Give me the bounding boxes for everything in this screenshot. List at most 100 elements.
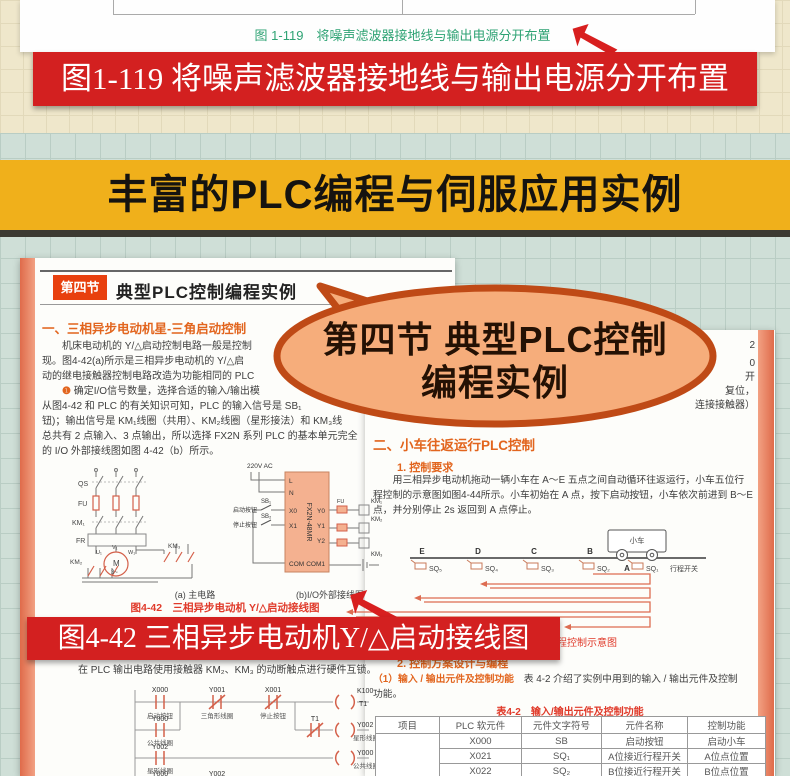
label-v1: V₁	[112, 545, 118, 551]
label-sb1: SB₁	[261, 499, 271, 505]
inline-heading: （1）输入 / 输出元件及控制功能	[373, 674, 514, 685]
table-rule-vertical	[113, 0, 114, 14]
switch-sq3: SQ₃	[541, 566, 554, 573]
text-fragment: 确定I/O信号数量，选择合适的输入/输出模	[70, 386, 260, 397]
occluded-text-fragments: 2 0 开 复位， 连接接触器）	[690, 338, 755, 412]
cell: B位点位置	[687, 763, 766, 776]
text-line: 从图4-42 和 PLC 的有关知识可知，PLC 的输入信号是 SB₁	[42, 401, 302, 412]
ladder-diagram: X000 Y001 X001 Y000 T1 Y002 Y000 Y002 启动…	[134, 687, 379, 776]
label-stop-button: 停止按钮	[233, 521, 257, 529]
label-out-fu: FU	[337, 499, 344, 505]
cell: A位点位置	[687, 748, 766, 764]
numbered-bullet-icon: ❶	[62, 386, 71, 397]
right-page-edge	[758, 330, 774, 776]
switch-sq4: SQ₄	[485, 566, 498, 573]
ladder-y001-name: 三角形线圈	[201, 711, 234, 720]
table-row: X000 SB 启动按钮 启动小车	[375, 733, 766, 776]
ladder-k100: K100	[357, 688, 373, 695]
cell: X000	[439, 733, 522, 749]
text-fragment: 连接接触器）	[695, 400, 755, 411]
subfigure-b-caption: (b)I/O外部接线图	[295, 590, 364, 600]
speech-bubble-body	[273, 284, 717, 428]
switch-sq2: SQ₂	[597, 566, 610, 573]
pin-y2: Y2	[317, 538, 325, 545]
cell: X021	[439, 748, 522, 764]
speech-bubble-text: 第四节 典型PLC控制 编程实例	[280, 318, 710, 404]
table-row: X022 SQ₂ B位接近行程开关 B位点位置	[376, 763, 766, 776]
cell: B位接近行程开关	[601, 763, 688, 776]
ladder-row4-y000: Y000	[152, 771, 168, 776]
position-d: D	[475, 547, 481, 556]
label-out-km2: KM₂	[371, 517, 383, 523]
chapter-rule-bottom	[40, 304, 452, 305]
table-header-row: 项目 PLC 软元件 元件文字符号 元件名称 控制功能	[375, 716, 766, 734]
section-title: 丰富的PLC编程与伺服应用实例	[107, 173, 683, 217]
plc-block	[284, 471, 330, 573]
limit-switch-label: 行程开关	[670, 564, 698, 573]
table-rule-horizontal	[113, 14, 695, 15]
banner-figure-1-119: 图1-119 将噪声滤波器接地线与输出电源分开布置	[33, 52, 757, 106]
label-fu: FU	[78, 501, 87, 508]
text-fragment: 0	[749, 358, 755, 369]
ladder-y000: Y000	[152, 716, 168, 723]
plc-model-label: FX2N-48MR	[305, 503, 312, 542]
ladder-x001: X001	[265, 687, 281, 694]
pin-n: N	[289, 490, 294, 497]
ladder-y000-coil-name: 公共线圈	[353, 761, 379, 770]
col-header: 元件文字符号	[521, 716, 602, 734]
cart-body	[607, 529, 667, 553]
subheading-control-scheme: 2. 控制方案设计与编程	[397, 658, 509, 670]
left-paragraph-1: 机床电动机的 Y/△启动控制电路一般是控制 现。图4-42(a)所示是三相异步电…	[42, 339, 454, 459]
subfigure-a-caption: (a) 主电路	[174, 590, 216, 600]
ladder-y000-name: 公共线圈	[147, 738, 173, 747]
position-b: B	[587, 547, 593, 556]
cell: SQ₂	[521, 763, 602, 776]
cell: SQ₁	[521, 748, 602, 764]
cart-travel-diagram: 小车 E D C B A SQ₅ SQ₄ SQ₃ SQ₂ SQ₁ 行程开关	[410, 529, 706, 573]
heading-cart-plc-control: 二、小车往返运行PLC控制	[373, 438, 535, 453]
label-sb2: SB₂	[261, 514, 272, 520]
label-u1: U₁	[96, 550, 102, 556]
pin-l: L	[289, 478, 293, 485]
text-line: 程控制的示意图如图4-44所示。小车初始在 A 点，按下启动按钮，小车依次前进到…	[373, 490, 753, 501]
text-line: ❶ 确定I/O信号数量，选择合适的输入/输出模	[42, 384, 454, 399]
top-page-fragment: 图 1-119 将噪声滤波器接地线与输出电源分开布置	[20, 0, 775, 52]
red-arrow-icon	[572, 24, 618, 56]
section-title-band: 丰富的PLC编程与伺服应用实例	[0, 160, 790, 237]
text-line: 钮)；输出信号是 KM₁线圈（共用）、KM₂线圈（星形接法）和 KM₃线	[42, 416, 343, 427]
label-out-km1: KM₁	[371, 499, 382, 505]
pin-y0: Y0	[317, 508, 325, 515]
ladder-y002-contact: Y002	[152, 744, 168, 751]
col-header: 项目	[375, 716, 440, 734]
cell: 启动小车	[687, 733, 766, 749]
pin-x0: X0	[289, 508, 297, 515]
text-line: （1）输入 / 输出元件及控制功能 表 4-2 介绍了实例中用到的输入 / 输出…	[373, 672, 758, 687]
position-e: E	[419, 547, 425, 556]
table-4-2-caption: 表4-2 输入/输出元件及控制功能	[496, 707, 644, 718]
text-line: 的 I/O 外部接线图如图 4-42（b）所示。	[42, 446, 220, 457]
text-fragment: 表 4-2 介绍了实例中用到的输入 / 输出元件及控制	[513, 674, 738, 685]
pin-x1: X1	[289, 523, 297, 530]
pin-com: COM	[289, 561, 304, 568]
text-line: 动的继电接触器控制电路改造为功能相同的 PLC	[42, 371, 255, 382]
bubble-line-1: 第四节 典型PLC控制	[322, 319, 668, 360]
figure-4-42-caption: 图4-42 三相异步电动机 Y/△启动接线图	[130, 602, 320, 614]
chapter-title: 典型PLC控制编程实例	[116, 283, 297, 302]
ladder-t1-contact: T1	[311, 716, 319, 723]
pin-y1: Y1	[317, 523, 325, 530]
label-220vac: 220V AC	[247, 463, 273, 470]
figure-1-119-caption: 图 1-119 将噪声滤波器接地线与输出电源分开布置	[254, 28, 551, 43]
text-line: 用三相异步电动机拖动一辆小车在 A～E 五点之间自动循环往返运行，小车五位行	[373, 475, 745, 486]
red-arrow-icon	[350, 590, 398, 624]
text-fragment: 复位，	[725, 386, 755, 397]
ladder-x000-name: 启动按钮	[147, 711, 174, 720]
label-phase: 3~	[111, 570, 118, 576]
cart-label: 小车	[630, 535, 645, 545]
text-line: 点，并分别停止 2s 返回到 A 点停止。	[373, 505, 538, 516]
label-out-km3: KM₃	[371, 552, 383, 558]
right-paragraph-1: 用三相异步电动机拖动一辆小车在 A～E 五点之间自动循环往返运行，小车五位行 程…	[373, 473, 758, 518]
chapter-rule-top	[40, 270, 452, 272]
col-header: PLC 软元件	[439, 716, 522, 734]
ladder-y001: Y001	[209, 687, 225, 694]
banner-figure-4-42: 图4-42 三相异步电动机Y/△启动接线图	[27, 617, 560, 660]
